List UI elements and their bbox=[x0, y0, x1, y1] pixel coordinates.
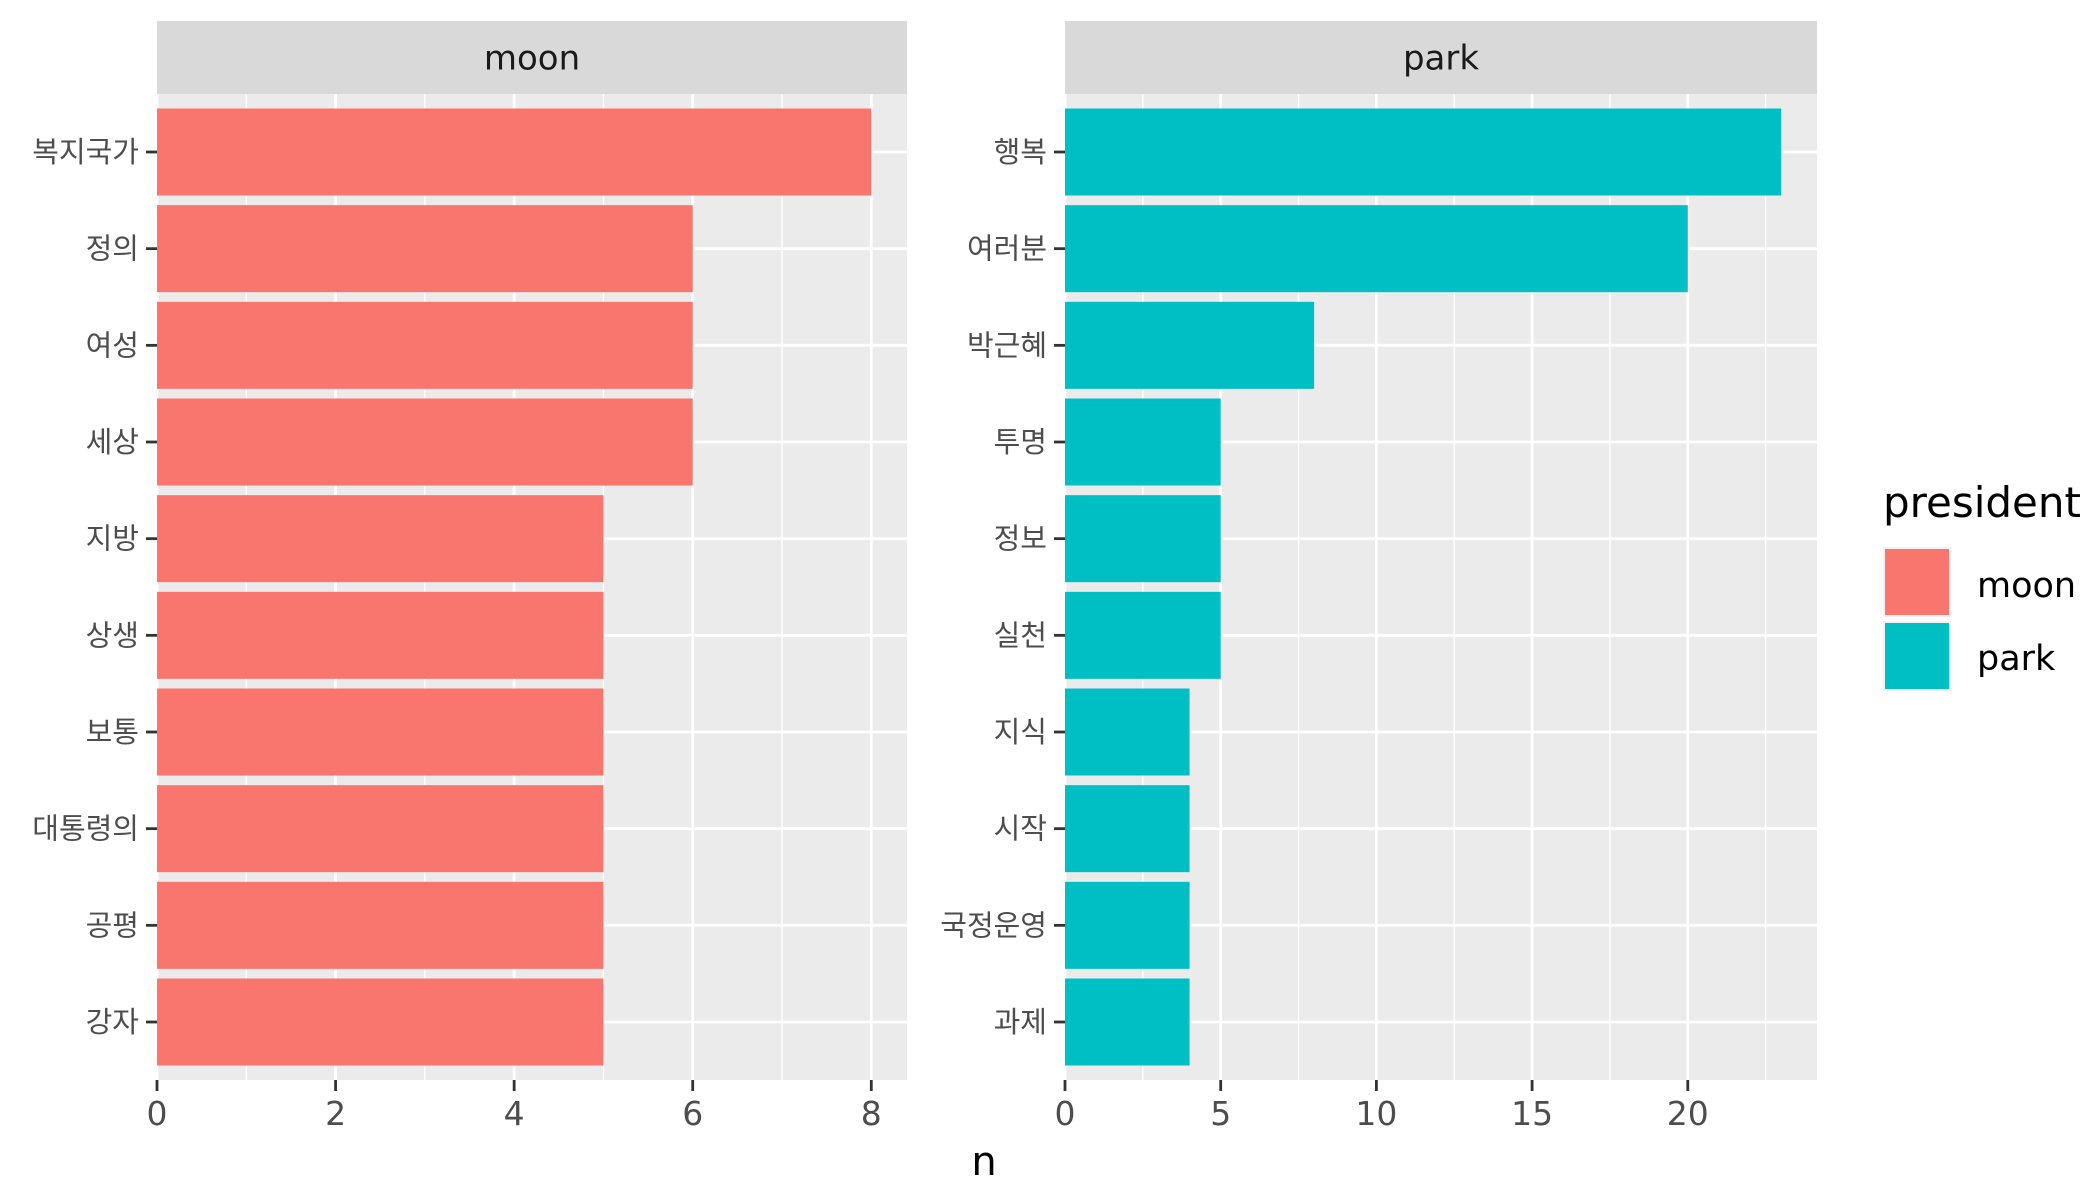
x-tick-label: 5 bbox=[1210, 1094, 1231, 1133]
legend-label-park: park bbox=[1977, 639, 2056, 679]
y-tick-label: 투명 bbox=[994, 425, 1047, 459]
y-tick-label: 시작 bbox=[994, 812, 1047, 846]
y-tick-label: 상생 bbox=[86, 618, 139, 652]
bar-park-5 bbox=[1065, 591, 1221, 679]
legend: president moon park bbox=[1883, 478, 2081, 691]
bar-moon-5 bbox=[157, 591, 604, 679]
strip-background bbox=[157, 21, 907, 94]
y-tick-label: 강자 bbox=[86, 1005, 139, 1039]
strip-label: park bbox=[1403, 39, 1479, 79]
x-tick-label: 8 bbox=[861, 1094, 882, 1133]
bar-park-6 bbox=[1065, 688, 1190, 776]
legend-label-moon: moon bbox=[1977, 566, 2076, 606]
bar-moon-6 bbox=[157, 688, 604, 776]
strip-label: moon bbox=[484, 39, 580, 79]
y-tick-label: 보통 bbox=[86, 715, 139, 749]
x-axis-title: n bbox=[971, 1139, 996, 1185]
bar-moon-2 bbox=[157, 301, 693, 389]
y-tick-label: 복지국가 bbox=[32, 135, 139, 169]
bar-park-3 bbox=[1065, 398, 1221, 486]
bar-moon-9 bbox=[157, 978, 604, 1066]
bar-park-4 bbox=[1065, 495, 1221, 583]
x-tick-label: 4 bbox=[504, 1094, 525, 1133]
y-tick-label: 공평 bbox=[86, 908, 139, 942]
x-tick-label: 0 bbox=[147, 1094, 168, 1133]
x-tick-label: 20 bbox=[1667, 1094, 1709, 1133]
legend-key-moon bbox=[1885, 549, 1949, 615]
bar-park-7 bbox=[1065, 785, 1190, 873]
bar-park-1 bbox=[1065, 205, 1688, 293]
y-tick-label: 세상 bbox=[86, 425, 139, 459]
bar-park-8 bbox=[1065, 881, 1190, 969]
bar-moon-3 bbox=[157, 398, 693, 486]
y-tick-label: 여성 bbox=[86, 328, 139, 362]
y-tick-label: 국정운영 bbox=[940, 908, 1047, 942]
y-tick-label: 정의 bbox=[86, 232, 139, 266]
x-tick-label: 0 bbox=[1055, 1094, 1076, 1133]
y-tick-label: 대통령의 bbox=[32, 812, 139, 846]
x-tick-label: 6 bbox=[682, 1094, 703, 1133]
y-tick-label: 행복 bbox=[994, 135, 1047, 169]
x-tick-label: 10 bbox=[1355, 1094, 1397, 1133]
y-tick-label: 박근혜 bbox=[967, 328, 1047, 362]
y-tick-label: 과제 bbox=[994, 1005, 1047, 1039]
y-tick-label: 여러분 bbox=[967, 232, 1047, 266]
y-tick-label: 정보 bbox=[994, 522, 1047, 556]
bar-park-9 bbox=[1065, 978, 1190, 1066]
bar-moon-7 bbox=[157, 785, 604, 873]
bar-moon-1 bbox=[157, 205, 693, 293]
bar-park-2 bbox=[1065, 301, 1315, 389]
bar-park-0 bbox=[1065, 108, 1782, 196]
bar-moon-0 bbox=[157, 108, 872, 196]
x-tick-label: 2 bbox=[325, 1094, 346, 1133]
x-tick-label: 15 bbox=[1511, 1094, 1553, 1133]
y-tick-label: 지방 bbox=[86, 522, 139, 556]
legend-title: president bbox=[1883, 478, 2081, 527]
bar-moon-8 bbox=[157, 881, 604, 969]
legend-key-park bbox=[1885, 623, 1949, 689]
y-tick-label: 실천 bbox=[994, 618, 1047, 652]
bar-moon-4 bbox=[157, 495, 604, 583]
y-tick-label: 지식 bbox=[994, 715, 1047, 749]
strip-background bbox=[1065, 21, 1817, 94]
